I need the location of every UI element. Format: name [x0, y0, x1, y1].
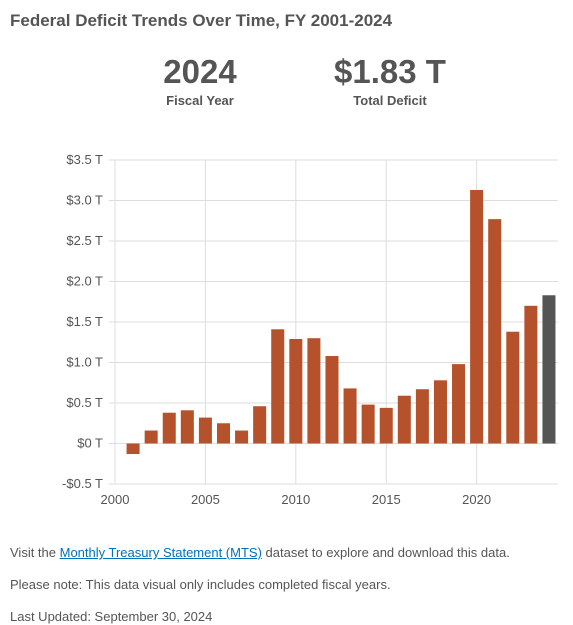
- footer-visit-suffix: dataset to explore and download this dat…: [261, 545, 510, 560]
- y-tick-label: $2.5 T: [66, 233, 103, 248]
- bar-2007[interactable]: [235, 430, 249, 444]
- last-updated: Last Updated: September 30, 2024: [10, 609, 213, 624]
- y-tick-label: $3.5 T: [66, 152, 103, 167]
- chart-title: Federal Deficit Trends Over Time, FY 200…: [10, 11, 393, 30]
- bar-2021[interactable]: [488, 219, 502, 444]
- bar-2009[interactable]: [271, 329, 285, 444]
- y-tick-label: $3.0 T: [66, 193, 103, 208]
- bar-2024[interactable]: [542, 295, 556, 444]
- bar-2002[interactable]: [144, 430, 158, 444]
- fiscal-year-stat: 2024 Fiscal Year: [130, 52, 270, 108]
- fiscal-year-label: Fiscal Year: [166, 93, 234, 108]
- bar-2001[interactable]: [126, 443, 140, 455]
- mts-dataset-link[interactable]: Monthly Treasury Statement (MTS): [59, 545, 262, 560]
- bar-2013[interactable]: [343, 388, 357, 444]
- footer-visit-line: Visit the Monthly Treasury Statement (MT…: [10, 545, 510, 560]
- y-tick-label: $2.0 T: [66, 274, 103, 289]
- y-tick-label: -$0.5 T: [62, 476, 103, 491]
- footer-visit-prefix: Visit the: [10, 545, 60, 560]
- y-tick-label: $0.5 T: [66, 395, 103, 410]
- bar-2004[interactable]: [180, 410, 194, 444]
- footer-note: Please note: This data visual only inclu…: [10, 577, 391, 592]
- bar-2023[interactable]: [524, 305, 538, 444]
- x-tick-label: 2020: [462, 492, 491, 507]
- bar-2015[interactable]: [379, 407, 393, 444]
- total-deficit-label: Total Deficit: [353, 93, 427, 108]
- deficit-bar-chart: -$0.5 T $0 T $0.5 T $1.0 T $1.5 T $2.0 T $2.5 …: [62, 152, 558, 507]
- bar-2022[interactable]: [506, 331, 520, 444]
- y-tick-label: $0 T: [77, 436, 103, 451]
- bar-2016[interactable]: [397, 395, 411, 444]
- total-deficit-stat: $1.83 T Total Deficit: [315, 52, 465, 108]
- fiscal-year-value: 2024: [163, 53, 237, 90]
- bar-2008[interactable]: [253, 406, 267, 444]
- bar-2012[interactable]: [325, 356, 339, 444]
- total-deficit-value: $1.83 T: [334, 53, 446, 90]
- y-axis-ticks: -$0.5 T $0 T $0.5 T $1.0 T $1.5 T $2.0 T $2.5 …: [62, 152, 103, 491]
- bar-2011[interactable]: [307, 338, 321, 444]
- bar-2014[interactable]: [361, 404, 375, 444]
- x-tick-label: 2010: [281, 492, 310, 507]
- x-tick-label: 2015: [372, 492, 401, 507]
- bar-2010[interactable]: [289, 339, 303, 444]
- y-tick-label: $1.5 T: [66, 314, 103, 329]
- bars: [126, 189, 556, 455]
- bar-2020[interactable]: [470, 189, 484, 444]
- x-axis-ticks: 2000 2005 2010 2015 2020: [101, 492, 492, 507]
- bar-2003[interactable]: [162, 412, 176, 444]
- y-tick-label: $1.0 T: [66, 355, 103, 370]
- bar-2006[interactable]: [216, 423, 230, 444]
- x-tick-label: 2005: [191, 492, 220, 507]
- bar-2019[interactable]: [452, 364, 466, 444]
- bar-2018[interactable]: [433, 380, 447, 444]
- bar-2017[interactable]: [415, 389, 429, 444]
- x-tick-label: 2000: [101, 492, 130, 507]
- bar-2005[interactable]: [198, 417, 212, 444]
